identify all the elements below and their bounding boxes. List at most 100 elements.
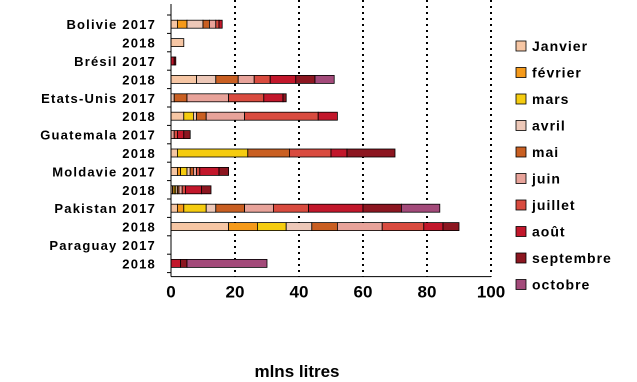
legend-swatch bbox=[515, 146, 527, 158]
bar-segment-7-0 bbox=[170, 148, 178, 158]
bar-segment-11-3 bbox=[285, 222, 313, 232]
legend-swatch bbox=[515, 40, 527, 52]
x-tick-label: 0 bbox=[166, 283, 175, 302]
bar-segment-0-3 bbox=[186, 19, 204, 29]
bar-segment-0-5 bbox=[208, 19, 217, 29]
bar-segment-9-5 bbox=[178, 185, 183, 195]
category-label: Etats-Unis 2017 bbox=[41, 91, 156, 106]
bar-segment-0-6 bbox=[215, 19, 220, 29]
bar-segment-5-0 bbox=[170, 111, 185, 121]
bar-segment-8-5 bbox=[192, 166, 197, 176]
bar-segment-11-2 bbox=[256, 222, 287, 232]
bar-segment-5-2 bbox=[183, 111, 194, 121]
category-label: 2018 bbox=[122, 183, 156, 198]
legend-label: février bbox=[532, 65, 582, 81]
grid-lines bbox=[234, 0, 492, 277]
bar-segment-3-6 bbox=[253, 75, 271, 84]
bar-segment-10-3 bbox=[205, 203, 217, 213]
legend-swatch bbox=[515, 93, 527, 105]
bar-segment-10-8 bbox=[362, 203, 402, 213]
bar-segment-7-4 bbox=[247, 148, 290, 158]
category-label: Bolivie 2017 bbox=[66, 17, 156, 32]
bar-segment-8-7 bbox=[199, 166, 220, 176]
bar-segment-10-2 bbox=[183, 203, 207, 213]
axes bbox=[167, 4, 491, 278]
bar-segment-9-8 bbox=[200, 185, 212, 195]
bar-segment-8-0 bbox=[170, 166, 178, 176]
bar-segment-8-2 bbox=[180, 166, 188, 176]
bar-segment-4-5 bbox=[186, 93, 229, 103]
bar-segment-5-3 bbox=[192, 111, 197, 121]
x-tick-label: 80 bbox=[418, 283, 437, 302]
bar-segment-8-8 bbox=[218, 166, 229, 176]
x-tick-label: 20 bbox=[226, 283, 245, 302]
bar-segment-4-8 bbox=[282, 93, 287, 103]
bar-segment-2-8 bbox=[173, 56, 177, 66]
bar-segment-4-7 bbox=[263, 93, 284, 103]
bar-segment-5-4 bbox=[196, 111, 207, 121]
bar-segment-9-6 bbox=[181, 185, 186, 195]
legend-swatch bbox=[515, 252, 527, 264]
bar-segment-10-9 bbox=[400, 203, 441, 213]
category-label: Moldavie 2017 bbox=[52, 164, 156, 179]
bar-segment-6-8 bbox=[183, 130, 191, 140]
category-label: 2018 bbox=[122, 220, 156, 235]
legend-swatch bbox=[515, 67, 527, 78]
bar-segment-11-7 bbox=[423, 222, 444, 232]
category-label: 2018 bbox=[122, 146, 156, 161]
legend-swatch bbox=[515, 120, 527, 131]
bar-segment-3-9 bbox=[314, 75, 335, 84]
bar-segment-13-9 bbox=[186, 258, 268, 268]
bar-segment-3-8 bbox=[295, 75, 316, 84]
bar-segment-6-6 bbox=[173, 130, 178, 140]
legend-label: juillet bbox=[531, 197, 576, 213]
bar-segment-8-4 bbox=[189, 166, 194, 176]
bar-segment-10-6 bbox=[272, 203, 309, 213]
bar-segment-8-3 bbox=[186, 166, 191, 176]
legend-swatch bbox=[515, 226, 527, 237]
legend-label: avril bbox=[532, 118, 566, 134]
legend-swatch bbox=[515, 279, 527, 290]
bar-segment-13-8 bbox=[180, 258, 188, 268]
category-label: Paraguay 2017 bbox=[49, 238, 156, 253]
category-label: Guatemala 2017 bbox=[40, 128, 156, 143]
bar-segment-7-2 bbox=[176, 148, 249, 158]
bar-segment-11-6 bbox=[381, 222, 425, 232]
bar-segment-3-4 bbox=[215, 75, 239, 84]
bar-segment-11-0 bbox=[170, 222, 229, 232]
category-label: Brésil 2017 bbox=[74, 54, 156, 69]
bar-segment-7-8 bbox=[346, 148, 396, 158]
bar-segment-7-7 bbox=[330, 148, 348, 158]
bar-segment-10-0 bbox=[170, 203, 178, 213]
bar-segment-0-1 bbox=[176, 19, 188, 29]
legend-swatch bbox=[515, 199, 527, 211]
bar-segment-10-1 bbox=[176, 203, 185, 213]
x-axis-label: mlns litres bbox=[254, 362, 339, 381]
bar-segment-11-5 bbox=[336, 222, 383, 232]
bar-segment-1-0 bbox=[170, 38, 185, 47]
bar-segment-5-7 bbox=[317, 111, 338, 121]
x-tick-label: 100 bbox=[477, 283, 505, 302]
bar-segment-10-7 bbox=[308, 203, 364, 213]
category-labels: Bolivie 2017 2018 Brésil 2017 2018 Etats-Uni… bbox=[40, 17, 156, 271]
bars bbox=[170, 19, 460, 268]
x-tick-label: 60 bbox=[354, 283, 373, 302]
legend: Janvier février mars avril mai juin juillet ao… bbox=[515, 38, 612, 293]
bar-segment-0-4 bbox=[202, 19, 210, 29]
bar-segment-3-0 bbox=[170, 75, 198, 84]
legend-label: septembre bbox=[532, 250, 612, 266]
bar-segment-0-0 bbox=[170, 19, 178, 29]
bar-segment-3-5 bbox=[237, 75, 255, 84]
legend-label: Janvier bbox=[532, 38, 588, 54]
bar-segment-4-6 bbox=[228, 93, 265, 103]
bar-segment-3-7 bbox=[269, 75, 297, 84]
legend-swatch bbox=[515, 173, 527, 184]
category-label: 2018 bbox=[122, 109, 156, 124]
bar-segment-11-4 bbox=[311, 222, 338, 232]
legend-label: octobre bbox=[532, 277, 590, 293]
category-label: 2018 bbox=[122, 36, 156, 51]
bar-segment-5-5 bbox=[205, 111, 245, 121]
bar-segment-10-4 bbox=[215, 203, 246, 213]
category-label: 2018 bbox=[122, 256, 156, 271]
